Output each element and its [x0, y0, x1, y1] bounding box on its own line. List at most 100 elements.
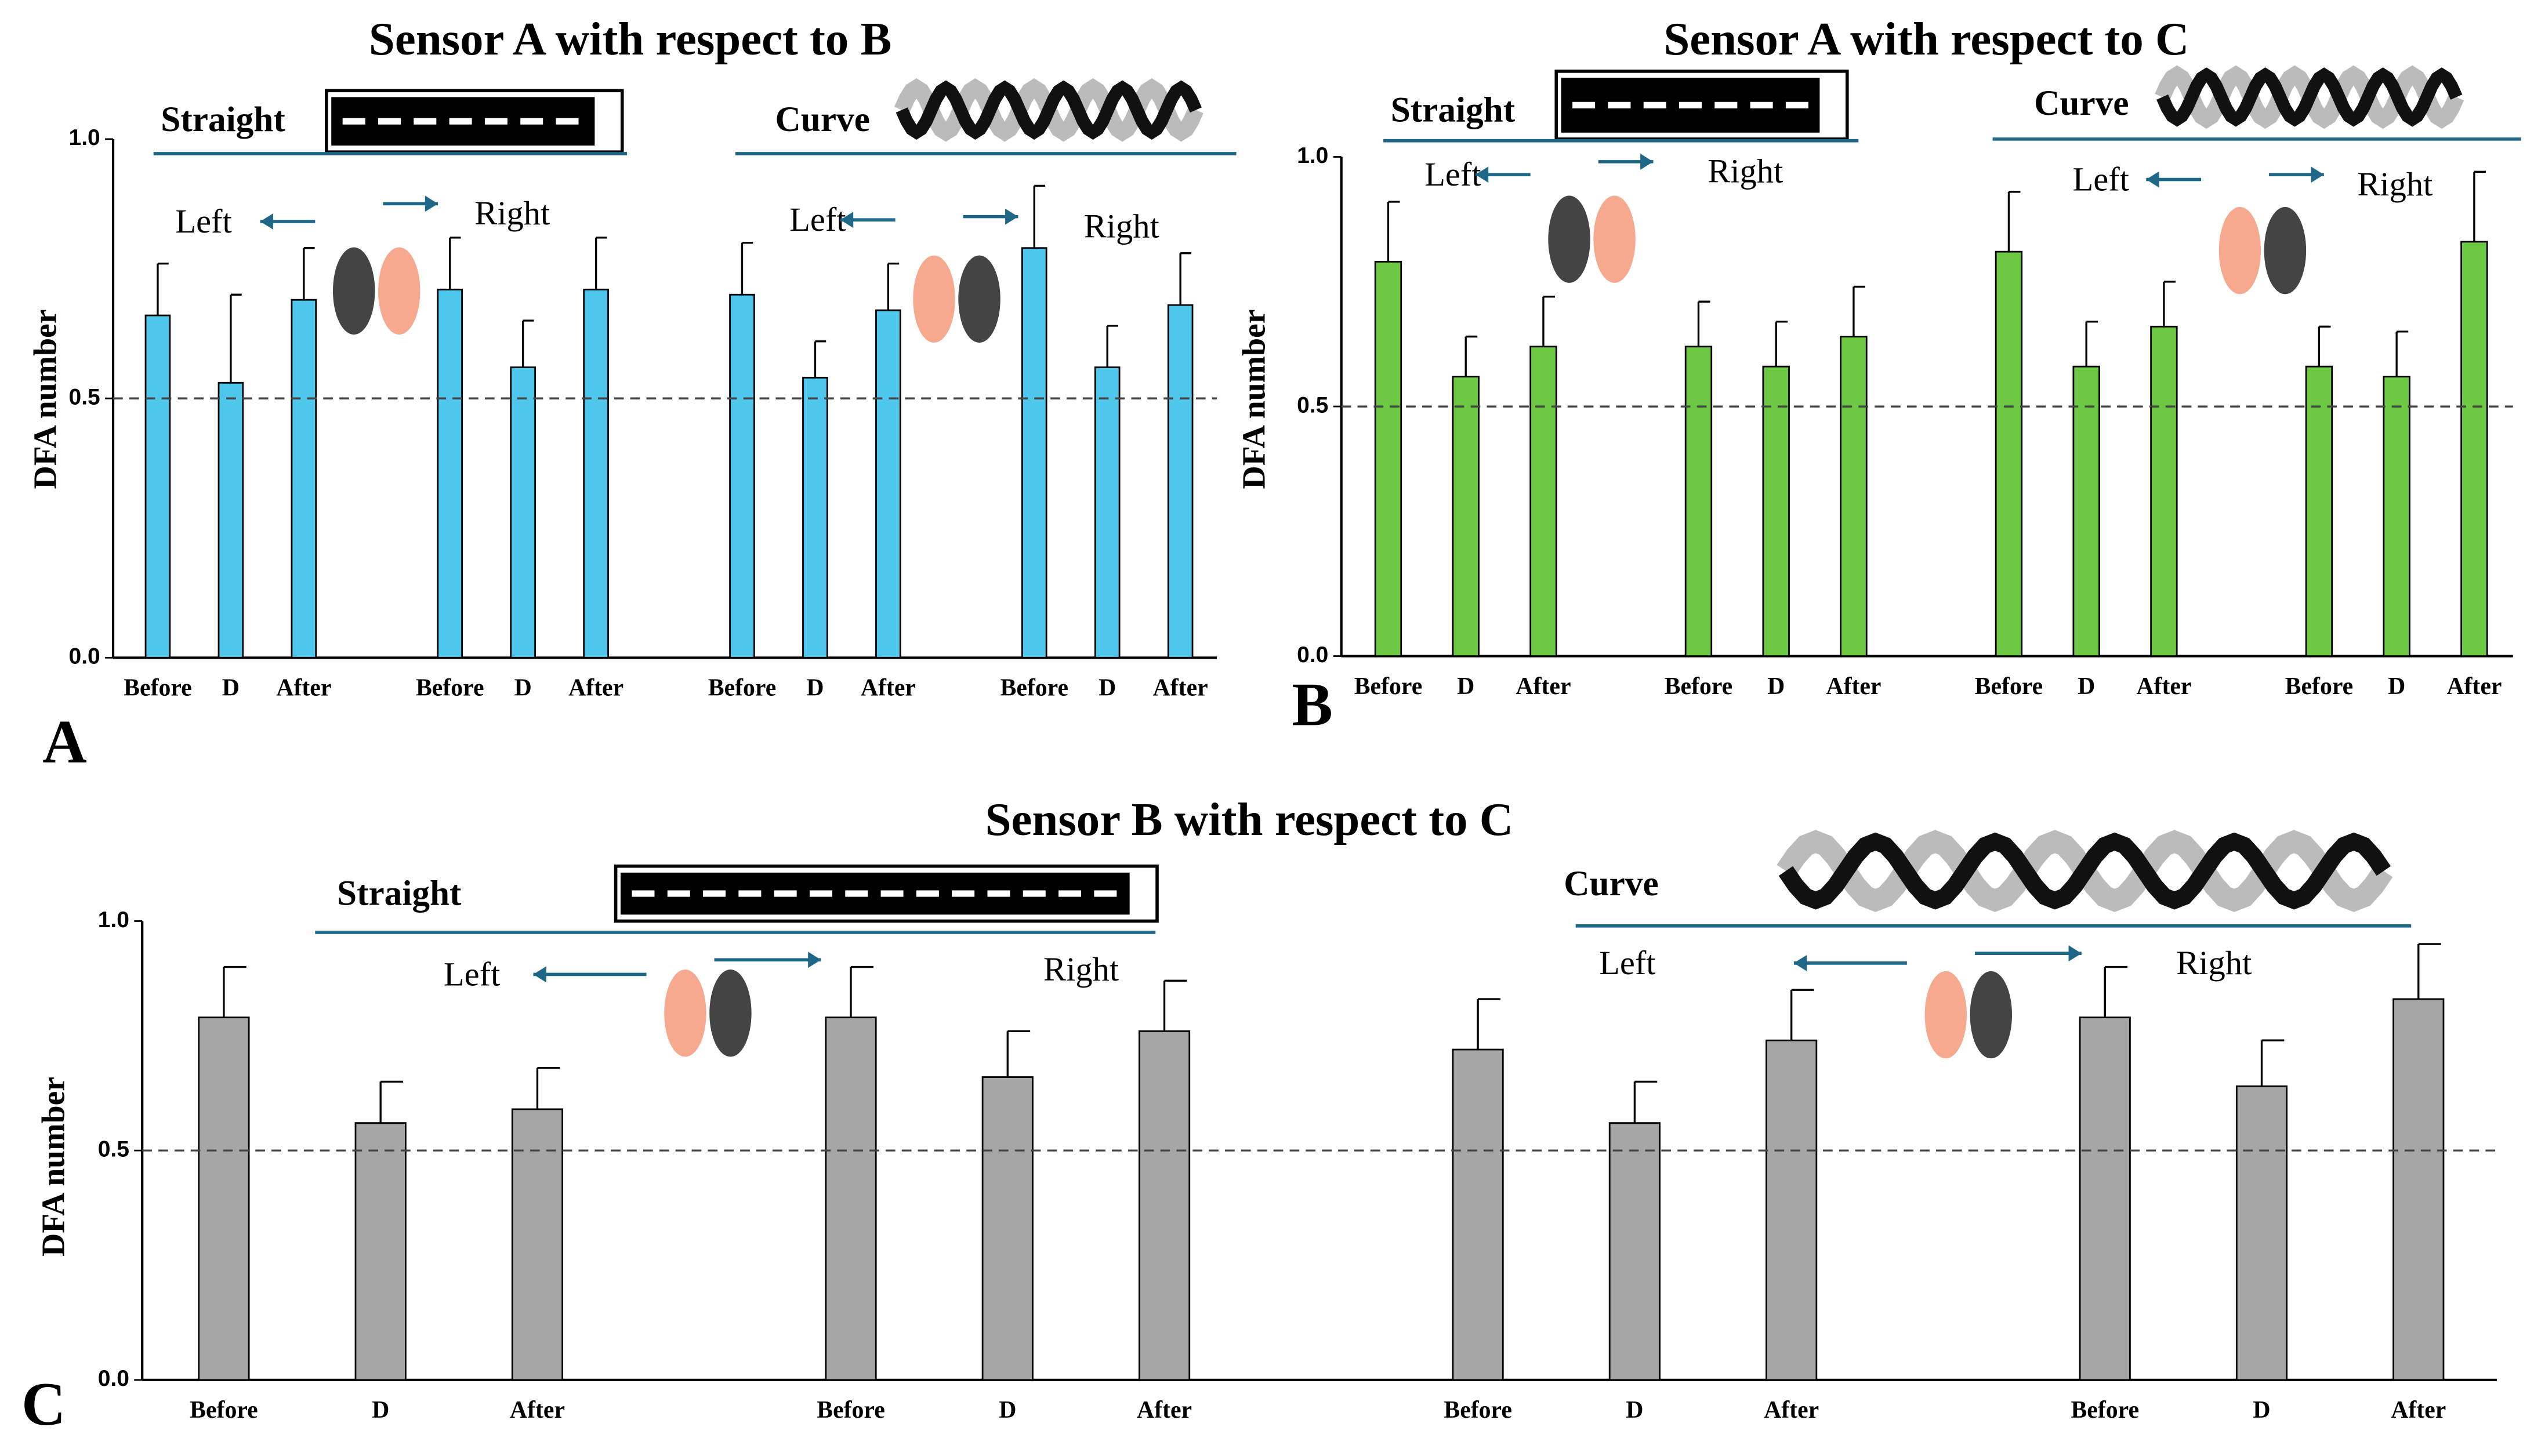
x-tick-label: Before: [190, 1397, 258, 1424]
group-label: Curve: [1564, 864, 1658, 903]
bar: [1167, 304, 1194, 659]
error-bar: [2395, 331, 2409, 377]
x-tick-label: Before: [1000, 675, 1068, 702]
bar: [1374, 260, 1402, 657]
bar: [1138, 1030, 1191, 1381]
error-bar: [223, 965, 246, 1018]
y-tick-label: 1.0: [98, 907, 129, 932]
error-bar: [814, 340, 826, 378]
foot: [2218, 206, 2261, 295]
y-tick-label: 0.0: [1297, 642, 1328, 667]
error-bar: [1790, 989, 1814, 1041]
x-tick-label: D: [1626, 1397, 1643, 1424]
bar: [437, 288, 463, 659]
side-label: Right: [1043, 950, 1119, 988]
error-bar: [379, 1080, 404, 1123]
error-bar: [230, 293, 242, 383]
x-tick-label: After: [2136, 673, 2191, 700]
foot: [709, 970, 752, 1057]
y-tick-label: 0.0: [69, 644, 100, 669]
road-surface: [620, 872, 1130, 915]
bar: [1452, 375, 1480, 657]
x-tick-label: After: [568, 675, 623, 702]
chart-title: Sensor A with respect to B: [369, 13, 892, 65]
arrow-head: [2311, 166, 2324, 183]
y-tick-label: 1.0: [1297, 143, 1328, 168]
bar: [1684, 346, 1713, 657]
error-bar: [1697, 300, 1710, 347]
bar: [2392, 998, 2445, 1381]
error-bar: [1477, 998, 1500, 1050]
side-label: Left: [175, 202, 231, 240]
error-bar: [1033, 184, 1046, 248]
foot: [1924, 971, 1967, 1059]
error-bar: [1464, 335, 1478, 377]
side-label: Right: [2357, 165, 2433, 203]
road: [1778, 832, 2391, 910]
x-tick-label: D: [999, 1397, 1016, 1424]
side-label: Left: [1424, 155, 1481, 193]
arrow-head: [1640, 153, 1654, 170]
x-tick-label: D: [1457, 673, 1474, 700]
road: [896, 80, 1202, 140]
y-tick-label: 1.0: [69, 125, 100, 150]
error-bar: [2007, 191, 2021, 252]
panel-label: A: [42, 708, 86, 776]
x-tick-label: D: [2078, 673, 2095, 700]
bar: [875, 309, 901, 659]
error-bar: [1163, 979, 1187, 1032]
bar: [825, 1016, 877, 1381]
y-axis-label: DFA number: [1237, 309, 1273, 489]
bar: [2072, 365, 2100, 657]
side-label: Right: [1708, 153, 1783, 190]
bar: [2235, 1085, 2288, 1381]
bar: [802, 376, 828, 659]
error-bar: [1633, 1080, 1658, 1123]
x-tick-label: D: [372, 1397, 389, 1424]
bar: [217, 382, 244, 659]
error-bar: [850, 965, 873, 1018]
arrow-head: [425, 195, 438, 212]
foot: [332, 247, 375, 335]
foot: [664, 970, 706, 1057]
bar: [1529, 346, 1557, 657]
arrow-head: [1793, 954, 1807, 971]
panel-label: C: [21, 1370, 66, 1438]
bar: [1995, 250, 2023, 657]
bar: [1021, 247, 1047, 659]
error-bar: [1775, 320, 1788, 367]
x-tick-label: Before: [708, 675, 777, 702]
error-bar: [2318, 325, 2331, 367]
foot: [1548, 195, 1590, 283]
x-tick-label: Before: [1665, 673, 1733, 700]
x-tick-label: Before: [2285, 673, 2354, 700]
side-label: Left: [789, 201, 846, 238]
side-label: Left: [444, 955, 500, 993]
x-tick-label: After: [1153, 675, 1208, 702]
bar: [354, 1122, 407, 1381]
x-tick-label: D: [806, 675, 824, 702]
arrow-head: [1005, 208, 1018, 225]
arrow-head: [840, 212, 854, 228]
y-axis-label: DFA number: [27, 309, 63, 489]
side-label: Left: [2073, 161, 2129, 198]
x-tick-label: After: [861, 675, 916, 702]
group-label: Curve: [775, 100, 870, 139]
x-tick-label: After: [2391, 1397, 2446, 1424]
x-tick-label: Before: [817, 1397, 885, 1424]
error-bar: [157, 262, 169, 315]
x-tick-label: D: [2253, 1397, 2270, 1424]
bar: [510, 366, 536, 659]
error-bar: [1179, 252, 1191, 306]
arrow-head: [808, 952, 821, 968]
x-tick-label: Before: [1975, 673, 2043, 700]
group-label: Straight: [161, 100, 285, 139]
x-tick-label: D: [222, 675, 240, 702]
arrow-head: [260, 213, 273, 230]
error-bar: [521, 319, 534, 368]
side-label: Left: [1599, 944, 1655, 982]
bar: [1840, 336, 1868, 657]
error-bar: [2163, 281, 2176, 327]
group-label: Straight: [1391, 90, 1516, 129]
